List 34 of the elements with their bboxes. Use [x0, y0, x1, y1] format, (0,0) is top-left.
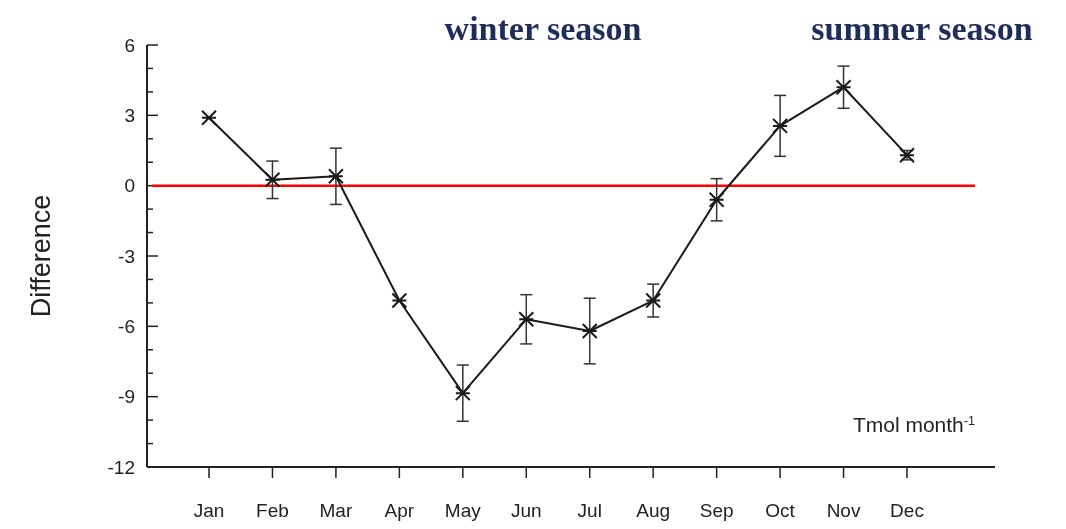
y-tick-label: -12 [107, 456, 135, 478]
annotation: Tmol month$^{-1}$ [852, 413, 975, 436]
y-tick-label: 6 [124, 34, 135, 56]
x-tick-label: Apr [384, 500, 415, 521]
x-tick-label: Sep [699, 500, 734, 521]
point [772, 117, 789, 134]
point [201, 109, 217, 126]
x-tick-label: Dec [890, 500, 924, 521]
point [708, 191, 725, 208]
annotation: winter season [444, 10, 642, 47]
point [581, 323, 598, 340]
point [327, 168, 344, 185]
x-tick-label: Feb [256, 500, 289, 521]
y-tick-label: -9 [118, 386, 135, 408]
x-tick-label: Jan [193, 500, 225, 521]
x-tick-label: Jun [510, 500, 542, 521]
x-tick-label: Mar [319, 500, 353, 521]
point [835, 79, 852, 96]
x-tick-label: Oct [765, 500, 796, 521]
y-tick-label: -6 [118, 315, 135, 337]
y-tick-label: -3 [118, 245, 135, 267]
x-tick-label: Nov [826, 500, 861, 521]
y-axis-title: Difference [26, 194, 56, 318]
y-tick-label: 0 [124, 175, 135, 197]
x-tick-label: Jul [577, 500, 602, 521]
point [454, 385, 471, 402]
point [391, 292, 408, 309]
x-tick-label: Aug [636, 500, 671, 521]
y-tick-label: 3 [124, 104, 135, 126]
point [645, 292, 662, 309]
point [264, 171, 281, 188]
annotation: summer season [811, 10, 1033, 47]
x-tick-label: May [444, 500, 482, 521]
point [518, 311, 535, 328]
